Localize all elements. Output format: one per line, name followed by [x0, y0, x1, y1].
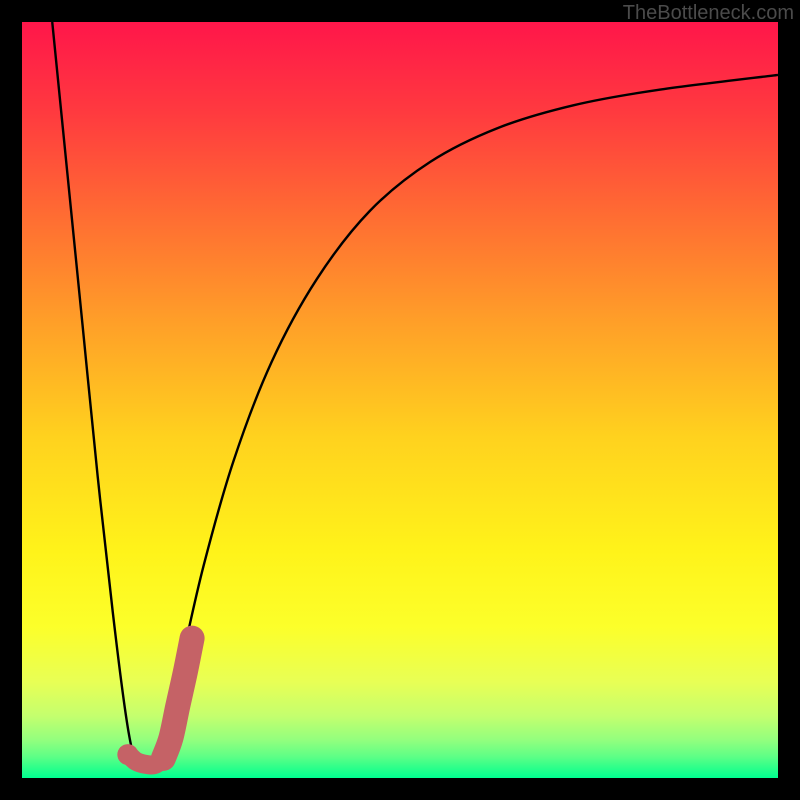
mark-dot: [117, 744, 138, 765]
bottleneck-chart: TheBottleneck.com: [0, 0, 800, 800]
watermark-text: TheBottleneck.com: [623, 2, 794, 25]
plot-area: [22, 22, 778, 778]
chart-svg: [0, 0, 800, 800]
